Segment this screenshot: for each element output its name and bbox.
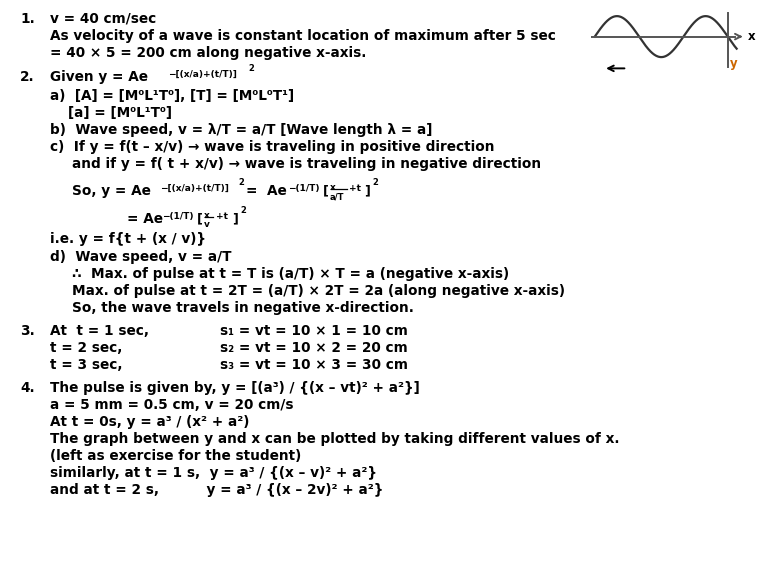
Text: The graph between y and x can be plotted by taking different values of x.: The graph between y and x can be plotted…: [50, 432, 620, 446]
Text: a = 5 mm = 0.5 cm, v = 20 cm/s: a = 5 mm = 0.5 cm, v = 20 cm/s: [50, 398, 293, 412]
Text: Max. of pulse at t = 2T = (a/T) × 2T = 2a (along negative x-axis): Max. of pulse at t = 2T = (a/T) × 2T = 2…: [72, 284, 565, 298]
Text: +t: +t: [349, 184, 361, 193]
Text: 2: 2: [248, 64, 254, 73]
Text: [a] = [M⁰L¹T⁰]: [a] = [M⁰L¹T⁰]: [68, 106, 172, 120]
Text: +t: +t: [216, 212, 228, 221]
Text: (left as exercise for the student): (left as exercise for the student): [50, 449, 301, 463]
Text: ∴  Max. of pulse at t = T is (a/T) × T = a (negative x-axis): ∴ Max. of pulse at t = T is (a/T) × T = …: [72, 267, 509, 281]
Text: x: x: [204, 211, 210, 220]
Text: −[(x/a)+(t/T)]: −[(x/a)+(t/T)]: [160, 184, 229, 193]
Text: 2: 2: [372, 178, 378, 187]
Text: [: [: [323, 184, 329, 197]
Text: x: x: [748, 30, 755, 43]
Text: c)  If y = f(t – x/v) → wave is traveling in positive direction: c) If y = f(t – x/v) → wave is traveling…: [50, 140, 495, 154]
Text: a)  [A] = [M⁰L¹T⁰], [T] = [M⁰L⁰T¹]: a) [A] = [M⁰L¹T⁰], [T] = [M⁰L⁰T¹]: [50, 89, 294, 103]
Text: Given y = Ae: Given y = Ae: [50, 70, 148, 84]
Text: ]: ]: [364, 184, 370, 197]
Text: y: y: [730, 57, 738, 70]
Text: b)  Wave speed, v = λ/T = a/T [Wave length λ = a]: b) Wave speed, v = λ/T = a/T [Wave lengt…: [50, 123, 432, 137]
Text: and if y = f( t + x/v) → wave is traveling in negative direction: and if y = f( t + x/v) → wave is traveli…: [72, 157, 541, 171]
Text: s₃ = vt = 10 × 3 = 30 cm: s₃ = vt = 10 × 3 = 30 cm: [220, 358, 408, 372]
Text: As velocity of a wave is constant location of maximum after 5 sec: As velocity of a wave is constant locati…: [50, 29, 555, 43]
Text: a/T: a/T: [330, 192, 344, 201]
Text: t = 3 sec,: t = 3 sec,: [50, 358, 123, 372]
Text: = 40 × 5 = 200 cm along negative x-axis.: = 40 × 5 = 200 cm along negative x-axis.: [50, 46, 367, 60]
Text: So, y = Ae: So, y = Ae: [72, 184, 151, 198]
Text: −(1/T): −(1/T): [162, 212, 194, 221]
Text: −[(x/a)+(t/T)]: −[(x/a)+(t/T)]: [168, 70, 237, 79]
Text: At t = 0s, y = a³ / (x² + a²): At t = 0s, y = a³ / (x² + a²): [50, 415, 249, 429]
Text: So, the wave travels in negative x-direction.: So, the wave travels in negative x-direc…: [72, 301, 414, 315]
Text: 2.: 2.: [20, 70, 34, 84]
Text: and at t = 2 s,          y = a³ / {(x – 2v)² + a²}: and at t = 2 s, y = a³ / {(x – 2v)² + a²…: [50, 483, 383, 497]
Text: 1.: 1.: [20, 12, 35, 26]
Text: v: v: [204, 220, 210, 229]
Text: [: [: [197, 212, 203, 225]
Text: v = 40 cm/sec: v = 40 cm/sec: [50, 12, 156, 26]
Text: similarly, at t = 1 s,  y = a³ / {(x – v)² + a²}: similarly, at t = 1 s, y = a³ / {(x – v)…: [50, 466, 377, 480]
Text: 2: 2: [238, 178, 244, 187]
Text: 2: 2: [240, 206, 246, 215]
Text: −(1/T): −(1/T): [288, 184, 319, 193]
Text: s₁ = vt = 10 × 1 = 10 cm: s₁ = vt = 10 × 1 = 10 cm: [220, 324, 408, 338]
Text: s₂ = vt = 10 × 2 = 20 cm: s₂ = vt = 10 × 2 = 20 cm: [220, 341, 408, 355]
Text: At  t = 1 sec,: At t = 1 sec,: [50, 324, 149, 338]
Text: =  Ae: = Ae: [246, 184, 287, 198]
Text: ]: ]: [232, 212, 238, 225]
Text: i.e. y = f{t + (x / v)}: i.e. y = f{t + (x / v)}: [50, 232, 206, 246]
Text: The pulse is given by, y = [(a³) / {(x – vt)² + a²}]: The pulse is given by, y = [(a³) / {(x –…: [50, 381, 420, 395]
Text: x: x: [330, 183, 336, 192]
Text: d)  Wave speed, v = a/T: d) Wave speed, v = a/T: [50, 250, 232, 264]
Text: 4.: 4.: [20, 381, 34, 395]
Text: t = 2 sec,: t = 2 sec,: [50, 341, 123, 355]
Text: 3.: 3.: [20, 324, 35, 338]
Text: = Ae: = Ae: [127, 212, 163, 226]
